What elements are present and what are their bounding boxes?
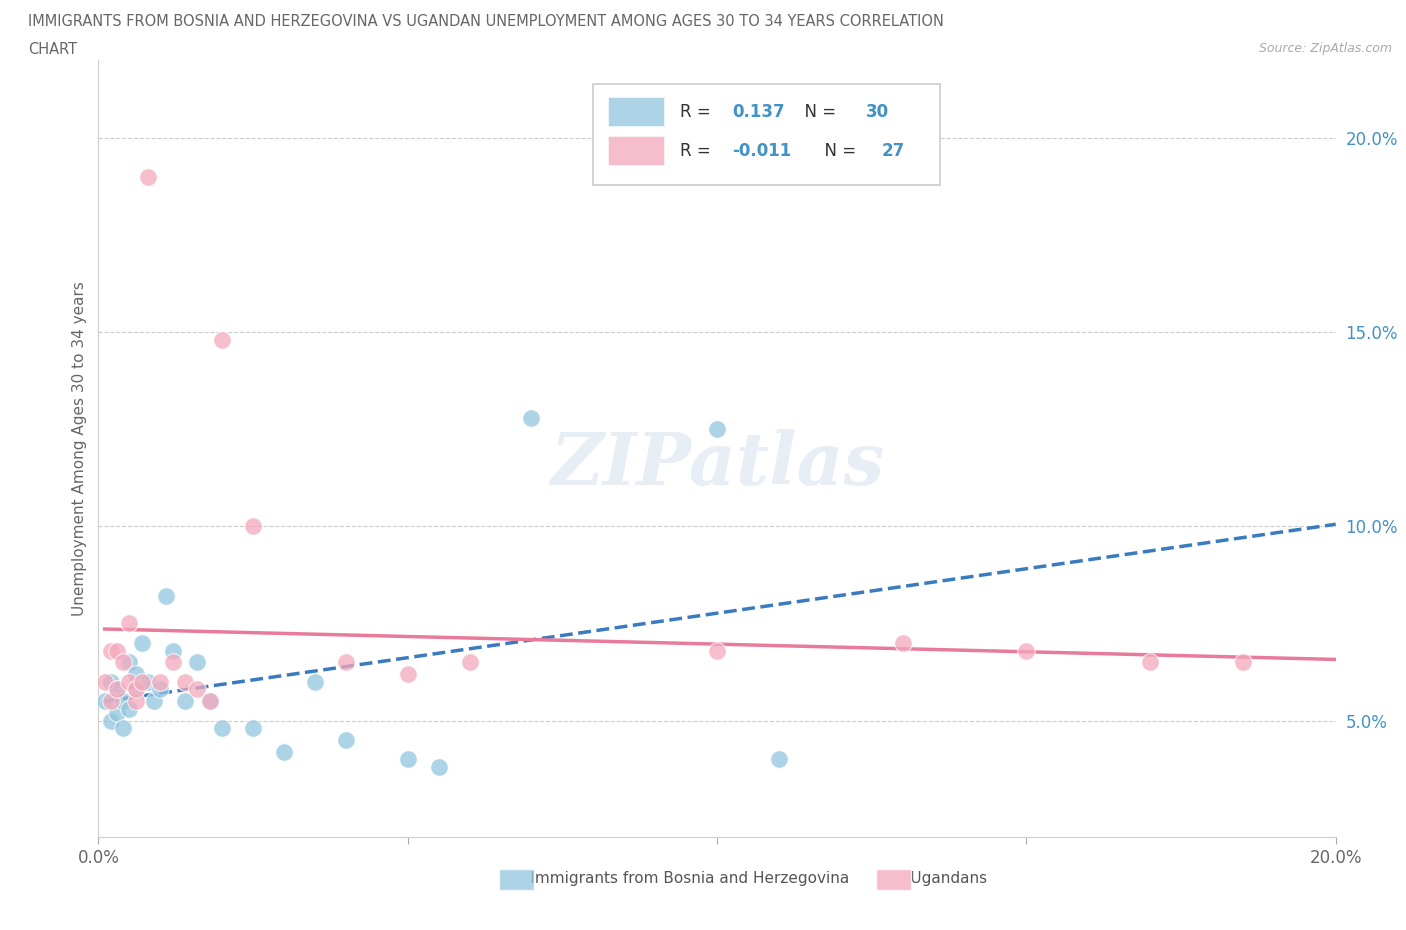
- Point: [131, 635, 153, 650]
- Text: N =: N =: [794, 102, 841, 121]
- Point: [149, 682, 172, 697]
- Point: [1232, 655, 1254, 670]
- Point: [396, 667, 419, 682]
- FancyBboxPatch shape: [593, 84, 939, 185]
- Point: [112, 694, 135, 709]
- Text: 27: 27: [882, 141, 905, 160]
- Point: [124, 682, 146, 697]
- Text: 0.137: 0.137: [733, 102, 785, 121]
- Point: [162, 655, 184, 670]
- Point: [105, 644, 128, 658]
- Point: [174, 674, 197, 689]
- Point: [891, 635, 914, 650]
- Point: [162, 644, 184, 658]
- Point: [118, 674, 141, 689]
- Point: [198, 694, 221, 709]
- Text: 30: 30: [866, 102, 889, 121]
- Point: [427, 760, 450, 775]
- Point: [118, 616, 141, 631]
- Point: [304, 674, 326, 689]
- Point: [211, 333, 233, 348]
- Point: [112, 721, 135, 736]
- Text: Source: ZipAtlas.com: Source: ZipAtlas.com: [1258, 42, 1392, 55]
- Point: [1139, 655, 1161, 670]
- Point: [335, 733, 357, 748]
- Point: [1015, 644, 1038, 658]
- Point: [186, 682, 208, 697]
- Point: [118, 701, 141, 716]
- Text: IMMIGRANTS FROM BOSNIA AND HERZEGOVINA VS UGANDAN UNEMPLOYMENT AMONG AGES 30 TO : IMMIGRANTS FROM BOSNIA AND HERZEGOVINA V…: [28, 14, 943, 29]
- Point: [335, 655, 357, 670]
- Text: CHART: CHART: [28, 42, 77, 57]
- Point: [105, 682, 128, 697]
- Point: [458, 655, 481, 670]
- Point: [273, 744, 295, 759]
- Point: [105, 705, 128, 720]
- Point: [100, 713, 122, 728]
- Text: ZIPatlas: ZIPatlas: [550, 429, 884, 499]
- Point: [198, 694, 221, 709]
- Point: [706, 422, 728, 437]
- Point: [136, 674, 159, 689]
- Point: [520, 410, 543, 425]
- Point: [211, 721, 233, 736]
- Y-axis label: Unemployment Among Ages 30 to 34 years: Unemployment Among Ages 30 to 34 years: [72, 281, 87, 617]
- Point: [174, 694, 197, 709]
- FancyBboxPatch shape: [609, 97, 664, 126]
- Text: R =: R =: [681, 141, 716, 160]
- Text: -0.011: -0.011: [733, 141, 792, 160]
- Point: [118, 655, 141, 670]
- Point: [396, 751, 419, 766]
- Text: R =: R =: [681, 102, 716, 121]
- Point: [100, 644, 122, 658]
- Point: [155, 589, 177, 604]
- Point: [186, 655, 208, 670]
- Point: [124, 694, 146, 709]
- Point: [112, 655, 135, 670]
- Text: Ugandans: Ugandans: [886, 871, 987, 886]
- Point: [242, 721, 264, 736]
- Point: [100, 674, 122, 689]
- Point: [143, 694, 166, 709]
- Point: [93, 674, 115, 689]
- Point: [100, 694, 122, 709]
- Point: [131, 674, 153, 689]
- Point: [124, 682, 146, 697]
- Text: Immigrants from Bosnia and Herzegovina: Immigrants from Bosnia and Herzegovina: [506, 871, 849, 886]
- Point: [768, 751, 790, 766]
- Point: [149, 674, 172, 689]
- Point: [242, 519, 264, 534]
- Point: [105, 682, 128, 697]
- Point: [706, 644, 728, 658]
- FancyBboxPatch shape: [609, 136, 664, 166]
- Point: [124, 667, 146, 682]
- Point: [136, 169, 159, 184]
- Point: [93, 694, 115, 709]
- Text: N =: N =: [814, 141, 860, 160]
